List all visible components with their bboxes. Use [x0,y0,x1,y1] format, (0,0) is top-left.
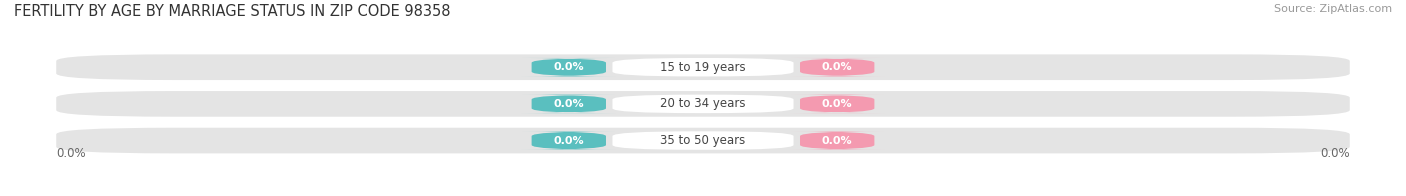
FancyBboxPatch shape [522,131,616,150]
Text: 0.0%: 0.0% [823,136,852,146]
FancyBboxPatch shape [56,128,1350,153]
FancyBboxPatch shape [790,131,884,150]
Text: 35 to 50 years: 35 to 50 years [661,134,745,147]
Text: 20 to 34 years: 20 to 34 years [661,97,745,110]
FancyBboxPatch shape [56,54,1350,80]
Text: Source: ZipAtlas.com: Source: ZipAtlas.com [1274,4,1392,14]
Text: 0.0%: 0.0% [554,99,583,109]
FancyBboxPatch shape [790,58,884,76]
Text: 0.0%: 0.0% [823,62,852,72]
Text: 0.0%: 0.0% [1320,147,1350,160]
Text: FERTILITY BY AGE BY MARRIAGE STATUS IN ZIP CODE 98358: FERTILITY BY AGE BY MARRIAGE STATUS IN Z… [14,4,450,19]
FancyBboxPatch shape [613,58,793,76]
Text: 0.0%: 0.0% [823,99,852,109]
FancyBboxPatch shape [613,95,793,113]
Text: 15 to 19 years: 15 to 19 years [661,61,745,74]
FancyBboxPatch shape [522,95,616,113]
Text: 0.0%: 0.0% [56,147,86,160]
FancyBboxPatch shape [613,131,793,150]
FancyBboxPatch shape [522,58,616,76]
Text: 0.0%: 0.0% [554,62,583,72]
FancyBboxPatch shape [790,95,884,113]
Text: 0.0%: 0.0% [554,136,583,146]
FancyBboxPatch shape [56,91,1350,117]
